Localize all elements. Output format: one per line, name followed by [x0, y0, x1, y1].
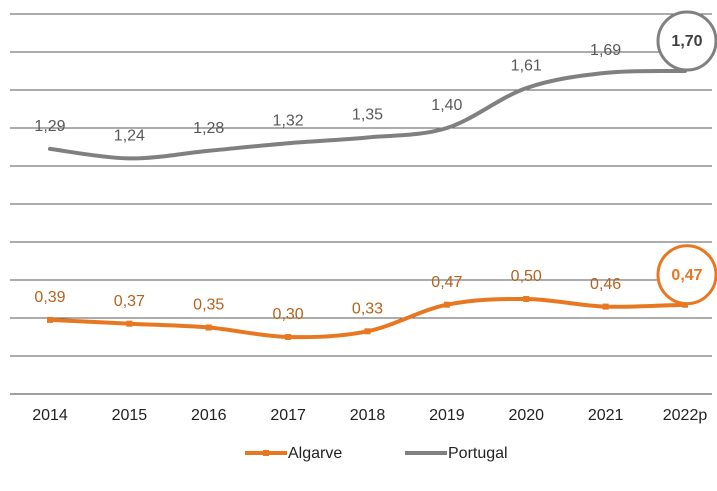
data-label: 0,33: [352, 301, 383, 318]
highlight-circle: [656, 10, 717, 72]
point-marker: [285, 334, 292, 340]
data-label: 0,47: [431, 274, 462, 291]
x-tick-label: 2020: [508, 407, 544, 424]
point-marker: [523, 296, 530, 302]
data-label: 1,28: [193, 120, 224, 137]
point-marker: [443, 301, 450, 308]
data-label: 0,35: [193, 297, 224, 314]
data-label: 1,69: [590, 42, 621, 59]
point-marker: [47, 316, 53, 323]
data-label: 1,24: [114, 128, 145, 145]
legend-marker: [263, 450, 269, 456]
data-label: 1,29: [34, 118, 65, 135]
x-tick-label: 2017: [270, 407, 306, 424]
data-label: 0,37: [114, 293, 145, 310]
series-line: [48, 68, 687, 161]
x-tick-label: 2014: [32, 407, 68, 424]
data-label: 1,35: [352, 107, 383, 124]
point-marker: [205, 324, 212, 331]
data-label: 1,40: [431, 97, 462, 114]
data-label: 1,70: [671, 33, 702, 50]
data-label: 0,30: [273, 306, 304, 323]
legend-label: Algarve: [288, 445, 342, 462]
x-tick-label: 2018: [350, 407, 386, 424]
data-label: 0,39: [34, 289, 65, 306]
x-tick-label: 2015: [112, 407, 148, 424]
x-tick-label: 2016: [191, 407, 227, 424]
data-label: 0,50: [511, 268, 542, 285]
x-tick-label: 2019: [429, 407, 465, 424]
x-tick-label: 2022p: [663, 407, 708, 424]
data-label: 0,47: [671, 267, 702, 284]
x-tick-label: 2021: [588, 407, 624, 424]
data-label: 1,61: [511, 57, 542, 74]
point-marker: [126, 320, 133, 327]
point-marker: [602, 303, 609, 310]
data-label: 1,32: [273, 112, 304, 129]
legend-label: Portugal: [448, 445, 508, 462]
point-marker: [364, 328, 371, 335]
highlight-circle: [656, 244, 717, 306]
data-label: 0,46: [590, 276, 621, 293]
